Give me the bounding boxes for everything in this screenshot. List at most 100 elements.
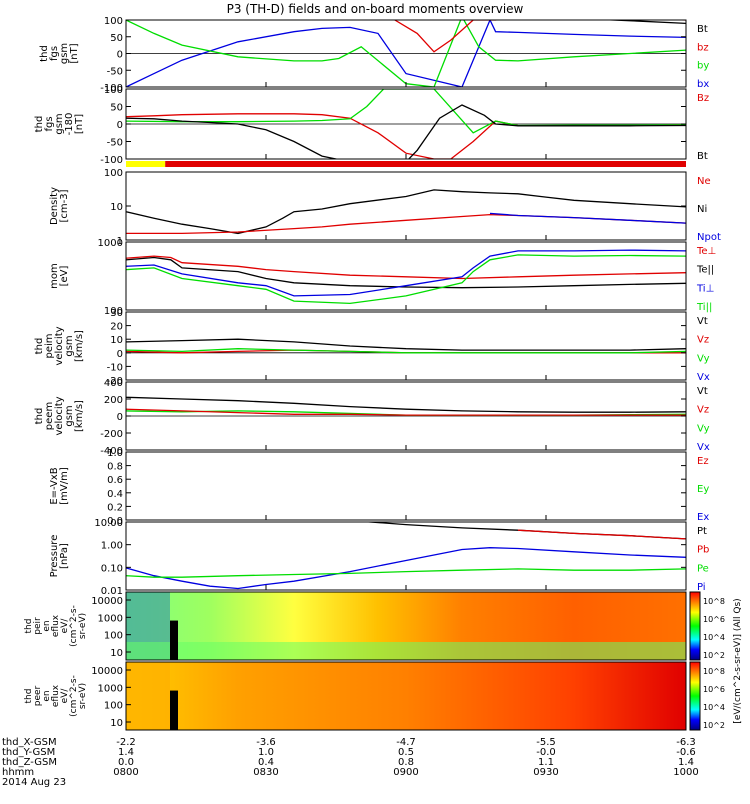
xaxis-row-label: thd_Z-GSM	[2, 757, 57, 768]
ylabel-line: (cm^2-s-	[69, 605, 79, 647]
ytick-label: 0	[117, 120, 123, 131]
ylabel-line: sr-eV)	[78, 683, 88, 709]
ytick-label: 10000	[91, 666, 123, 677]
ytick-label: 10	[110, 202, 123, 213]
legend-entry: Pe	[697, 563, 709, 574]
ytick-label: 100	[104, 168, 123, 179]
colorbar-tick: 10^2	[703, 721, 725, 730]
series-Ti⊥	[126, 249, 686, 297]
panel-fgs_rlp-series	[126, 89, 686, 159]
legend-entry: Vz	[697, 405, 709, 416]
legend-entry: Bz	[697, 93, 709, 104]
ytick-label: -50	[107, 66, 123, 77]
ytick-label: 0.0	[107, 516, 123, 527]
xaxis-value: 0930	[533, 767, 558, 778]
colorbar-tick: 10^8	[703, 597, 725, 606]
ylabel-line: thd	[34, 338, 45, 355]
ylabel-line: thd	[39, 45, 50, 62]
xaxis-value: -2.2	[116, 737, 136, 748]
legend-entry: Ex	[697, 512, 709, 523]
panel-density-frame	[125, 171, 687, 241]
xaxis-value: 1.1	[538, 757, 554, 768]
xaxis-value: -5.5	[536, 737, 556, 748]
ytick-label: 1000	[98, 238, 123, 249]
colorbar	[689, 591, 701, 661]
ytick-label: 0.01	[101, 586, 123, 597]
series-Vt	[126, 338, 686, 351]
ytick-label: 0	[117, 349, 123, 360]
xaxis-value: 0830	[253, 767, 278, 778]
ylabel-line: velocity	[54, 326, 65, 365]
legend-entry: Ti||	[696, 302, 712, 313]
colorbar	[689, 661, 701, 731]
ylabel-line: peer	[33, 685, 43, 706]
ylabel-line: eV/	[60, 688, 70, 704]
ytick-label: 10.00	[94, 518, 123, 529]
colorbar-tick: 10^4	[703, 633, 725, 642]
ylabel-line: peir	[33, 617, 43, 635]
xaxis-value: -0.0	[536, 747, 556, 758]
legend-entry: Te||	[696, 265, 714, 276]
legend-entry: Npot	[697, 232, 721, 243]
series-Vy	[126, 348, 686, 354]
series-Te⊥	[126, 255, 686, 280]
ylabel-line: peim	[44, 333, 55, 358]
legend-entry: Vt	[697, 386, 708, 397]
legend-entry: Te⊥	[696, 246, 716, 257]
panel-efield-frame	[125, 451, 687, 521]
legend-entry: bz	[697, 42, 709, 53]
ylabel-line: mom	[49, 263, 60, 289]
ytick-label: 0	[117, 50, 123, 61]
ylabel-line: [nPa]	[59, 543, 70, 569]
ylabel-line: thd	[24, 689, 34, 704]
ytick-label: 0	[117, 412, 123, 423]
spectrogram-peer	[126, 662, 686, 730]
spectrogram-frame	[125, 591, 687, 661]
legend-entry: Bt	[697, 151, 708, 162]
colorbar-tick: 10^6	[703, 685, 725, 694]
xaxis-value: 0.5	[398, 747, 414, 758]
ylabel-line: fgs	[44, 116, 55, 131]
colorbar-tick: 10^8	[703, 667, 725, 676]
ytick-label: 50	[110, 33, 123, 44]
legend-entry: bx	[697, 79, 709, 90]
ytick-label: -400	[100, 446, 123, 457]
ytick-label: 0.6	[107, 475, 123, 486]
ytick-label: 100	[104, 16, 123, 27]
legend-entry: Ez	[697, 456, 709, 467]
legend-entry: Ni	[697, 204, 707, 215]
ylabel-line: velocity	[54, 396, 65, 435]
xaxis-value: -4.7	[396, 737, 416, 748]
series-Pb	[517, 529, 686, 540]
ytick-label: 10	[110, 718, 123, 729]
xaxis-value: 1000	[673, 767, 698, 778]
series-Npot	[489, 212, 686, 224]
ylabel-line: thd	[34, 408, 45, 425]
panel-fgs-series	[126, 20, 686, 87]
legend-entry: Ne	[697, 176, 711, 187]
series-Bz	[126, 113, 686, 159]
ytick-label: 400	[104, 378, 123, 389]
xaxis-row-label: thd_Y-GSM	[2, 747, 55, 758]
ytick-label: 100	[104, 631, 123, 642]
panel-temp-series	[126, 249, 686, 305]
colorbar-tick: 10^6	[703, 615, 725, 624]
series-Vt	[126, 396, 686, 413]
xaxis-value: 1.4	[118, 747, 134, 758]
series-Pi	[126, 547, 686, 590]
ylabel-line: eV/	[60, 618, 70, 634]
ylabel-line: gsm	[54, 113, 65, 134]
legend-entry: Pi	[697, 582, 706, 593]
ytick-label: 1000	[98, 613, 123, 624]
ytick-label: 0.2	[107, 502, 123, 513]
panel-pressure-series	[126, 522, 686, 590]
legend-entry: Vx	[697, 442, 710, 453]
ylabel-line: [nT]	[69, 43, 80, 63]
spec-gap	[170, 690, 178, 730]
panel-peim-frame	[125, 311, 687, 381]
ylabel-line: gsm	[59, 43, 70, 64]
ytick-label: -20	[107, 376, 123, 387]
series-Te||	[126, 256, 686, 289]
legend-entry: Vx	[697, 372, 710, 383]
panel-temp-frame	[125, 241, 687, 311]
